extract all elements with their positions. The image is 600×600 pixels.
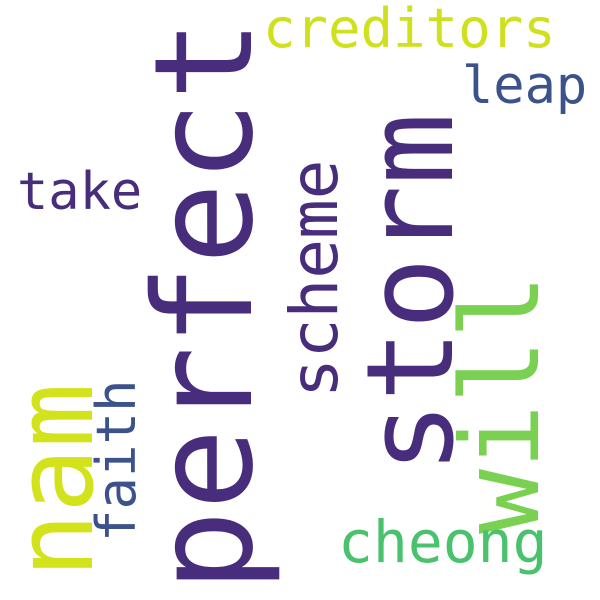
word-take: take (17, 162, 143, 222)
word-will: will (439, 273, 564, 534)
word-leap: leap (462, 56, 588, 116)
word-cheong: cheong (338, 508, 548, 576)
word-faith: faith (85, 379, 148, 542)
word-perfect: perfect (126, 18, 284, 592)
word-scheme: scheme (276, 159, 353, 398)
word-creditors: creditors (263, 0, 556, 60)
